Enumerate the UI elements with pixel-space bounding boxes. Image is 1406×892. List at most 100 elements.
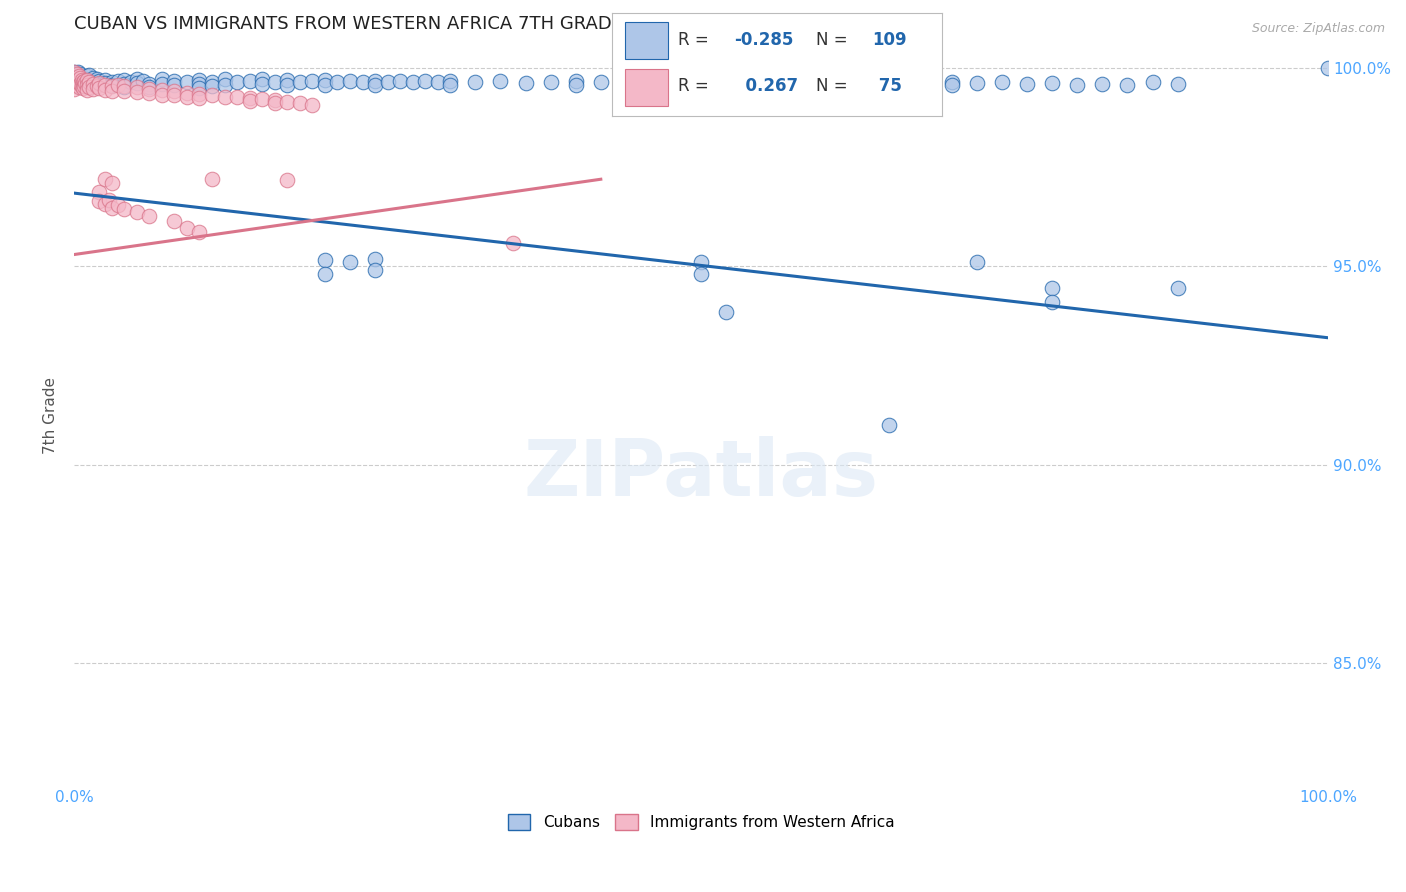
Point bbox=[201, 88, 224, 103]
Point bbox=[352, 75, 374, 89]
Point bbox=[70, 73, 93, 87]
Point bbox=[75, 76, 97, 90]
Point bbox=[125, 80, 148, 95]
Point bbox=[276, 78, 298, 92]
Text: ZIPatlas: ZIPatlas bbox=[523, 435, 879, 512]
Point bbox=[94, 196, 117, 211]
Text: 109: 109 bbox=[873, 30, 907, 48]
Point bbox=[263, 96, 285, 111]
Point bbox=[439, 78, 461, 92]
Point bbox=[82, 77, 104, 91]
Point bbox=[201, 172, 224, 186]
Point bbox=[214, 72, 236, 87]
Point bbox=[589, 75, 612, 89]
Point bbox=[138, 77, 160, 91]
Point bbox=[66, 65, 89, 79]
Point bbox=[86, 79, 108, 94]
Point bbox=[314, 73, 336, 87]
Point bbox=[86, 72, 108, 87]
Point bbox=[63, 71, 86, 86]
Point bbox=[364, 74, 387, 88]
Point bbox=[326, 75, 349, 89]
Point bbox=[250, 92, 273, 106]
Point bbox=[94, 76, 117, 90]
Point bbox=[138, 80, 160, 95]
Point bbox=[377, 75, 399, 89]
Point bbox=[63, 82, 86, 96]
Point bbox=[77, 75, 100, 89]
Point bbox=[790, 76, 813, 90]
Point bbox=[69, 67, 91, 81]
Point bbox=[89, 185, 111, 199]
Point bbox=[94, 172, 117, 186]
Point bbox=[263, 93, 285, 107]
Point bbox=[89, 77, 111, 91]
Point bbox=[314, 78, 336, 92]
Point bbox=[76, 78, 98, 92]
Point bbox=[1040, 76, 1063, 90]
Point bbox=[112, 79, 135, 94]
Point bbox=[94, 83, 117, 97]
Point bbox=[112, 202, 135, 216]
Point bbox=[65, 78, 87, 92]
Point bbox=[69, 71, 91, 86]
Point bbox=[339, 255, 361, 269]
Point bbox=[150, 88, 173, 103]
Point bbox=[125, 85, 148, 99]
Point bbox=[82, 71, 104, 86]
Point bbox=[163, 88, 186, 103]
Point bbox=[1040, 281, 1063, 295]
Point bbox=[564, 74, 586, 88]
Point bbox=[76, 83, 98, 97]
Point bbox=[65, 73, 87, 87]
Point bbox=[112, 84, 135, 98]
Point bbox=[66, 69, 89, 83]
Point bbox=[94, 73, 117, 87]
Point bbox=[100, 78, 122, 92]
Point bbox=[866, 75, 889, 89]
Point bbox=[150, 83, 173, 97]
Point bbox=[132, 74, 155, 88]
Point bbox=[815, 75, 838, 89]
Point bbox=[176, 86, 198, 100]
Point bbox=[112, 73, 135, 87]
Point bbox=[690, 78, 713, 92]
Point bbox=[82, 82, 104, 96]
Point bbox=[915, 78, 938, 92]
Point bbox=[226, 75, 249, 89]
Point bbox=[67, 80, 90, 95]
Point bbox=[107, 74, 129, 88]
Text: N =: N = bbox=[817, 30, 853, 48]
Point bbox=[125, 76, 148, 90]
Point bbox=[991, 75, 1014, 89]
Point bbox=[125, 72, 148, 87]
Point bbox=[76, 69, 98, 83]
Y-axis label: 7th Grade: 7th Grade bbox=[44, 376, 58, 453]
Point bbox=[665, 75, 688, 89]
Point bbox=[70, 71, 93, 86]
Point bbox=[402, 75, 425, 89]
Point bbox=[250, 77, 273, 91]
Point bbox=[890, 75, 912, 89]
Point bbox=[1116, 78, 1139, 92]
Point bbox=[941, 78, 963, 92]
Point bbox=[107, 198, 129, 212]
Point bbox=[98, 193, 121, 207]
Point bbox=[515, 76, 537, 90]
Text: 0.267: 0.267 bbox=[734, 77, 799, 95]
Point bbox=[1142, 75, 1164, 89]
Point bbox=[339, 74, 361, 88]
Point bbox=[94, 78, 117, 92]
Point bbox=[67, 75, 90, 89]
Point bbox=[1040, 295, 1063, 310]
Point bbox=[188, 81, 211, 95]
Point bbox=[540, 75, 562, 89]
Point bbox=[138, 86, 160, 100]
Point bbox=[100, 75, 122, 89]
Point bbox=[77, 69, 100, 83]
Point bbox=[364, 263, 387, 277]
Point bbox=[464, 75, 486, 89]
Point bbox=[163, 214, 186, 228]
Point bbox=[426, 75, 449, 89]
Point bbox=[82, 75, 104, 89]
